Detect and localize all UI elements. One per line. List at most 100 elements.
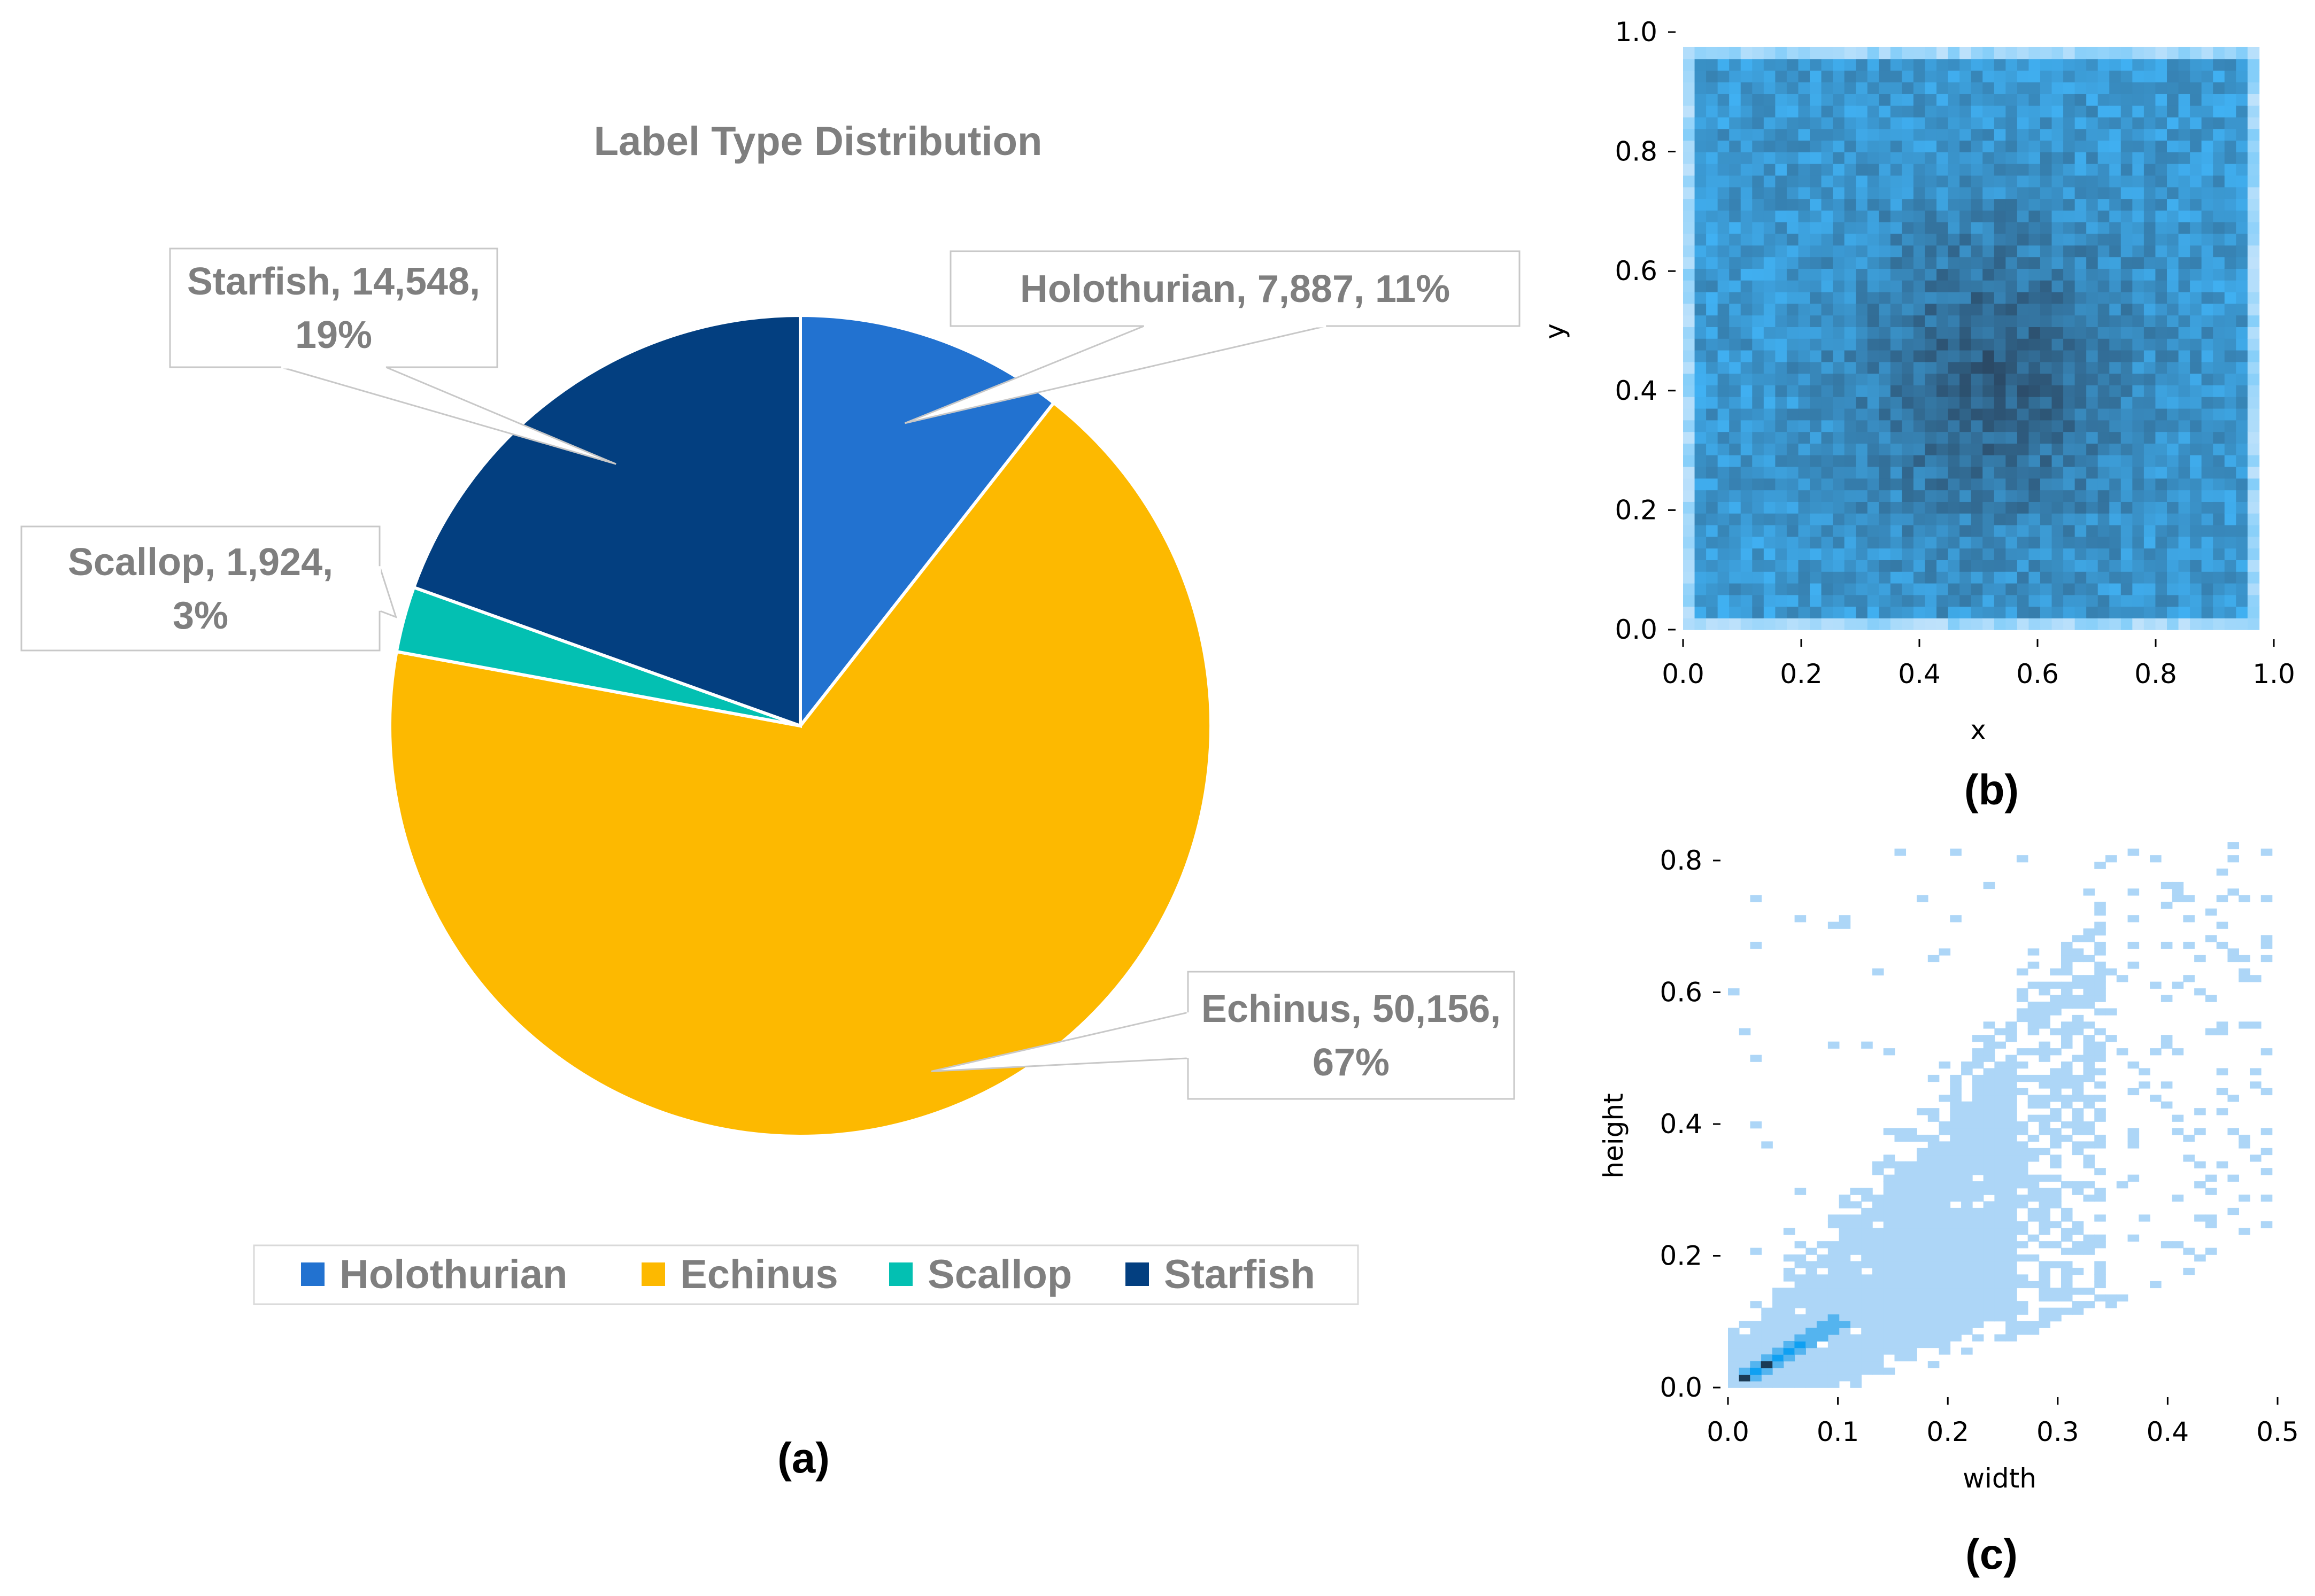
wh-heatmap-cell: [1883, 1048, 1895, 1056]
xy-heatmap-cell: [1821, 361, 1833, 374]
xy-heatmap-cell: [1959, 187, 1972, 199]
xy-heatmap-cell: [1786, 245, 1799, 258]
wh-heatmap-cell: [1972, 1234, 1984, 1242]
xy-heatmap-cell: [2074, 94, 2087, 106]
xy-heatmap-cell: [1856, 105, 1868, 118]
xy-heatmap-cell: [1982, 524, 1995, 537]
xy-heatmap-cell: [1844, 594, 1857, 607]
xy-heatmap-cell: [1706, 58, 1718, 71]
wh-heatmap-cell: [1905, 1314, 1917, 1322]
xy-heatmap-cell: [1717, 361, 1730, 374]
xy-heatmap-cell: [2201, 221, 2213, 234]
xy-heatmap-cell: [2028, 152, 2041, 164]
wh-heatmap-cell: [1972, 1081, 1984, 1089]
xy-heatmap-cell: [2063, 536, 2075, 549]
xy-heatmap-cell: [1729, 338, 1741, 351]
wh-heatmap-cell: [2016, 995, 2028, 1002]
wh-heatmap-cell: [2039, 1055, 2051, 1062]
xy-heatmap-cell: [2051, 361, 2064, 374]
xy-heatmap-cell: [1763, 513, 1776, 525]
legend-label: Echinus: [680, 1252, 838, 1297]
xy-heatmap-cell: [1994, 315, 2007, 327]
xy-heatmap-cell: [1913, 478, 1926, 491]
xy-heatmap-cell: [1936, 571, 1949, 584]
wh-heatmap-cell: [1917, 1274, 1928, 1282]
xy-heatmap-cell: [1971, 490, 1984, 502]
xy-heatmap-cell: [1729, 583, 1741, 595]
xy-heatmap-cell: [2178, 327, 2190, 339]
xy-heatmap-cell: [1844, 58, 1857, 71]
wh-heatmap-cell: [2216, 1028, 2228, 1036]
wh-heatmap-cell: [2005, 1307, 2017, 1315]
wh-heatmap-cell: [2061, 1234, 2073, 1242]
xy-heatmap-cell: [2017, 618, 2030, 630]
xy-heatmap-cell: [1936, 291, 1949, 304]
xy-heatmap-cell: [1925, 245, 1937, 258]
xy-heatmap-cell: [1763, 548, 1776, 560]
wh-heatmap-cell: [1850, 1314, 1862, 1322]
xy-heatmap-cell: [2166, 58, 2179, 71]
wh-heatmap-cell: [2005, 1141, 2017, 1149]
wh-heatmap-cell: [1917, 1181, 1928, 1189]
wh-heatmap-cell: [1950, 1228, 1962, 1235]
xy-heatmap-cell: [2063, 257, 2075, 269]
wh-heatmap-cell: [2072, 1095, 2084, 1102]
wh-heatmap-xlabel: width: [1963, 1463, 2036, 1494]
wh-heatmap-cell: [1739, 1361, 1751, 1368]
xy-heatmap-cell: [1683, 350, 1695, 362]
xy-heatmap-cell: [1694, 291, 1707, 304]
xy-heatmap-cell: [2224, 583, 2237, 595]
wh-heatmap-cell: [1950, 1301, 1962, 1308]
xy-heatmap-cell: [1729, 478, 1741, 491]
wh-heatmap-cell: [1883, 1128, 1895, 1135]
wh-heatmap-cell: [1905, 1168, 1917, 1175]
xy-heatmap-cell: [2040, 396, 2052, 409]
xy-heatmap-cell: [2201, 606, 2213, 618]
wh-heatmap-cell: [2061, 1041, 2073, 1049]
xy-heatmap-cell: [1694, 396, 1707, 409]
xy-heatmap-cell: [2201, 408, 2213, 421]
wh-heatmap-cell: [2027, 1001, 2040, 1009]
xy-heatmap-cell: [1982, 618, 1995, 630]
xy-heatmap-cell: [1810, 583, 1822, 595]
xy-heatmap-cell: [1994, 163, 2007, 176]
xy-heatmap-cell: [2190, 466, 2202, 479]
xy-heatmap-cell: [2017, 128, 2030, 141]
xy-heatmap-cell: [1786, 524, 1799, 537]
xy-heatmap-cell: [2224, 47, 2237, 59]
xy-heatmap-cell: [1740, 338, 1753, 351]
xy-heatmap-cell: [1729, 361, 1741, 374]
xy-heatmap-cell: [2063, 454, 2075, 467]
xy-heatmap-cell: [2097, 618, 2110, 630]
xy-heatmap-cell: [2224, 408, 2237, 421]
xy-heatmap-cell: [1821, 257, 1833, 269]
xy-heatmap-cell: [1971, 70, 1984, 83]
xy-heatmap-cell: [1971, 280, 1984, 292]
xy-heatmap-cell: [1717, 466, 1730, 479]
xy-heatmap-cell: [2201, 187, 2213, 199]
xy-heatmap-cell: [1971, 443, 1984, 455]
wh-heatmap-cell: [2050, 1081, 2062, 1089]
xy-heatmap-cell: [2086, 245, 2098, 258]
xy-heatmap-cell: [2166, 152, 2179, 164]
xy-heatmap-cell: [2178, 373, 2190, 385]
xy-heatmap-cell: [1925, 70, 1937, 83]
xy-heatmap-cell: [1925, 163, 1937, 176]
xy-heatmap-cell: [2178, 152, 2190, 164]
xy-heatmap-cell: [2178, 478, 2190, 491]
xy-heatmap-cell: [1798, 175, 1810, 188]
xy-heatmap-cell: [2224, 420, 2237, 432]
xy-heatmap-cell: [2074, 513, 2087, 525]
xy-heatmap-cell: [2005, 361, 2018, 374]
xy-heatmap-cell: [2017, 117, 2030, 129]
xy-heatmap-cell: [1994, 338, 2007, 351]
xy-heatmap-cell: [1982, 128, 1995, 141]
xy-heatmap-cell: [2213, 606, 2225, 618]
xy-heatmap-cell: [2005, 420, 2018, 432]
xy-heatmap-cell: [2074, 560, 2087, 572]
wh-heatmap-cell: [1961, 1228, 1973, 1235]
xy-heatmap-cell: [1856, 443, 1868, 455]
xy-heatmap-cell: [2109, 420, 2121, 432]
wh-heatmap-cell: [1872, 1361, 1884, 1368]
xy-heatmap-cell: [1706, 280, 1718, 292]
